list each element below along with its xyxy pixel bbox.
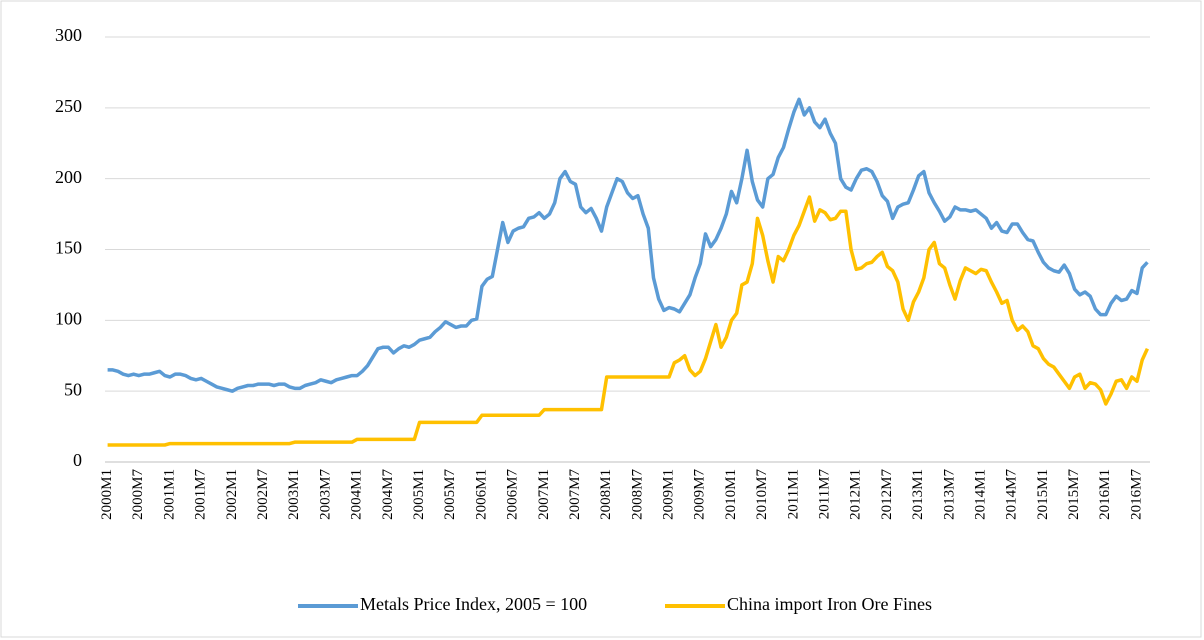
x-tick-label: 2000M1	[99, 469, 115, 520]
legend-label: Metals Price Index, 2005 = 100	[360, 594, 587, 614]
y-tick-label: 200	[55, 167, 82, 187]
x-tick-label: 2014M7	[1004, 469, 1020, 520]
x-tick-label: 2011M7	[816, 469, 832, 520]
x-tick-label: 2006M1	[473, 469, 489, 520]
x-tick-label: 2002M7	[255, 469, 271, 520]
x-tick-label: 2004M7	[380, 469, 396, 520]
x-tick-label: 2010M1	[723, 469, 739, 520]
x-tick-label: 2007M7	[567, 469, 583, 520]
y-tick-label: 250	[55, 96, 82, 116]
x-tick-label: 2013M1	[910, 469, 926, 520]
x-tick-label: 2012M7	[879, 469, 895, 520]
x-tick-label: 2003M1	[286, 469, 302, 520]
x-tick-label: 2000M7	[130, 469, 146, 520]
x-tick-label: 2002M1	[224, 469, 240, 520]
x-tick-label: 2014M1	[972, 469, 988, 520]
x-tick-label: 2007M1	[536, 469, 552, 520]
x-tick-label: 2012M1	[848, 469, 864, 520]
x-tick-label: 2003M7	[317, 469, 333, 520]
x-tick-label: 2005M7	[442, 469, 458, 520]
x-tick-label: 2009M1	[661, 469, 677, 520]
x-tick-label: 2008M1	[598, 469, 614, 520]
x-tick-label: 2006M7	[505, 469, 521, 520]
x-tick-label: 2016M7	[1128, 469, 1144, 520]
x-tick-label: 2015M7	[1066, 469, 1082, 520]
y-tick-label: 0	[73, 450, 82, 470]
x-tick-label: 2009M7	[692, 469, 708, 520]
x-tick-label: 2001M1	[161, 469, 177, 520]
y-tick-label: 100	[55, 308, 82, 328]
line-series	[107, 97, 1149, 393]
x-tick-label: 2008M7	[629, 469, 645, 520]
y-tick-label: 150	[55, 238, 82, 258]
x-tick-label: 2013M7	[941, 469, 957, 520]
line-series	[107, 195, 1149, 447]
x-tick-label: 2005M1	[411, 469, 427, 520]
x-tick-label: 2004M1	[349, 469, 365, 520]
x-tick-label: 2010M7	[754, 469, 770, 520]
y-tick-label: 50	[64, 379, 82, 399]
x-tick-label: 2016M1	[1097, 469, 1113, 520]
x-tick-label: 2015M1	[1035, 469, 1051, 520]
y-tick-label: 300	[55, 25, 82, 45]
x-tick-label: 2011M1	[785, 469, 801, 519]
legend-label: China import Iron Ore Fines	[727, 594, 932, 614]
x-tick-label: 2001M7	[193, 469, 209, 520]
